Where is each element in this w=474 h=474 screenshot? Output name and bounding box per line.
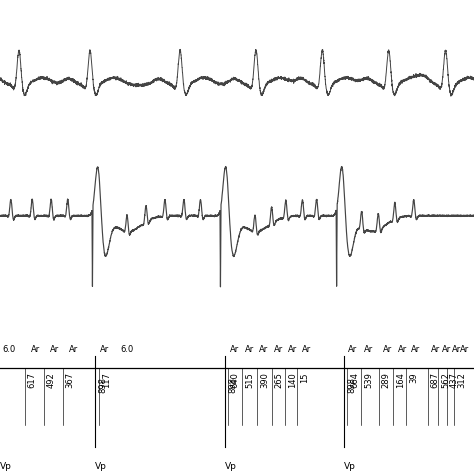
Text: 289: 289 [382, 373, 391, 388]
Text: 15: 15 [300, 373, 309, 383]
Text: 539: 539 [365, 373, 373, 388]
Text: 117: 117 [102, 373, 111, 388]
Text: Ar: Ar [452, 345, 461, 354]
Text: Ar: Ar [100, 345, 109, 354]
Text: 492: 492 [47, 373, 55, 388]
Text: Ar: Ar [364, 345, 374, 354]
Text: Ar: Ar [31, 345, 40, 354]
Text: 312: 312 [457, 373, 466, 388]
Text: 39: 39 [409, 373, 418, 383]
Text: Ar: Ar [431, 345, 441, 354]
Text: Ar: Ar [245, 345, 254, 354]
Text: Ar: Ar [398, 345, 408, 354]
Text: Ar: Ar [460, 345, 469, 354]
Text: Ar: Ar [383, 345, 392, 354]
Text: Ar: Ar [230, 345, 239, 354]
Text: 898: 898 [347, 377, 356, 393]
Text: Ar: Ar [69, 345, 78, 354]
Text: 367: 367 [66, 373, 74, 389]
Text: 515: 515 [246, 373, 254, 388]
Text: 6.0: 6.0 [121, 345, 134, 354]
Text: 164: 164 [396, 373, 405, 388]
Text: 390: 390 [260, 373, 269, 388]
Text: Ar: Ar [411, 345, 421, 354]
Text: Ar: Ar [259, 345, 269, 354]
Text: Vp: Vp [225, 462, 237, 471]
Text: Vp: Vp [0, 462, 12, 471]
Text: 898: 898 [98, 377, 107, 393]
Text: 265: 265 [275, 373, 283, 388]
Text: 437: 437 [450, 373, 458, 388]
Text: Vp: Vp [344, 462, 356, 471]
Text: Ar: Ar [442, 345, 452, 354]
Text: 640: 640 [231, 373, 239, 388]
Text: 687: 687 [431, 373, 439, 389]
Text: Ar: Ar [348, 345, 358, 354]
Text: Ar: Ar [288, 345, 298, 354]
Text: Vp: Vp [95, 462, 107, 471]
Text: 140: 140 [289, 373, 297, 388]
Text: Ar: Ar [301, 345, 311, 354]
Text: Ar: Ar [50, 345, 59, 354]
Text: 664: 664 [350, 373, 359, 388]
Text: 6.0: 6.0 [2, 345, 16, 354]
Text: 898: 898 [228, 377, 237, 393]
Text: 617: 617 [28, 373, 36, 388]
Text: 562: 562 [441, 373, 450, 388]
Text: Ar: Ar [274, 345, 283, 354]
